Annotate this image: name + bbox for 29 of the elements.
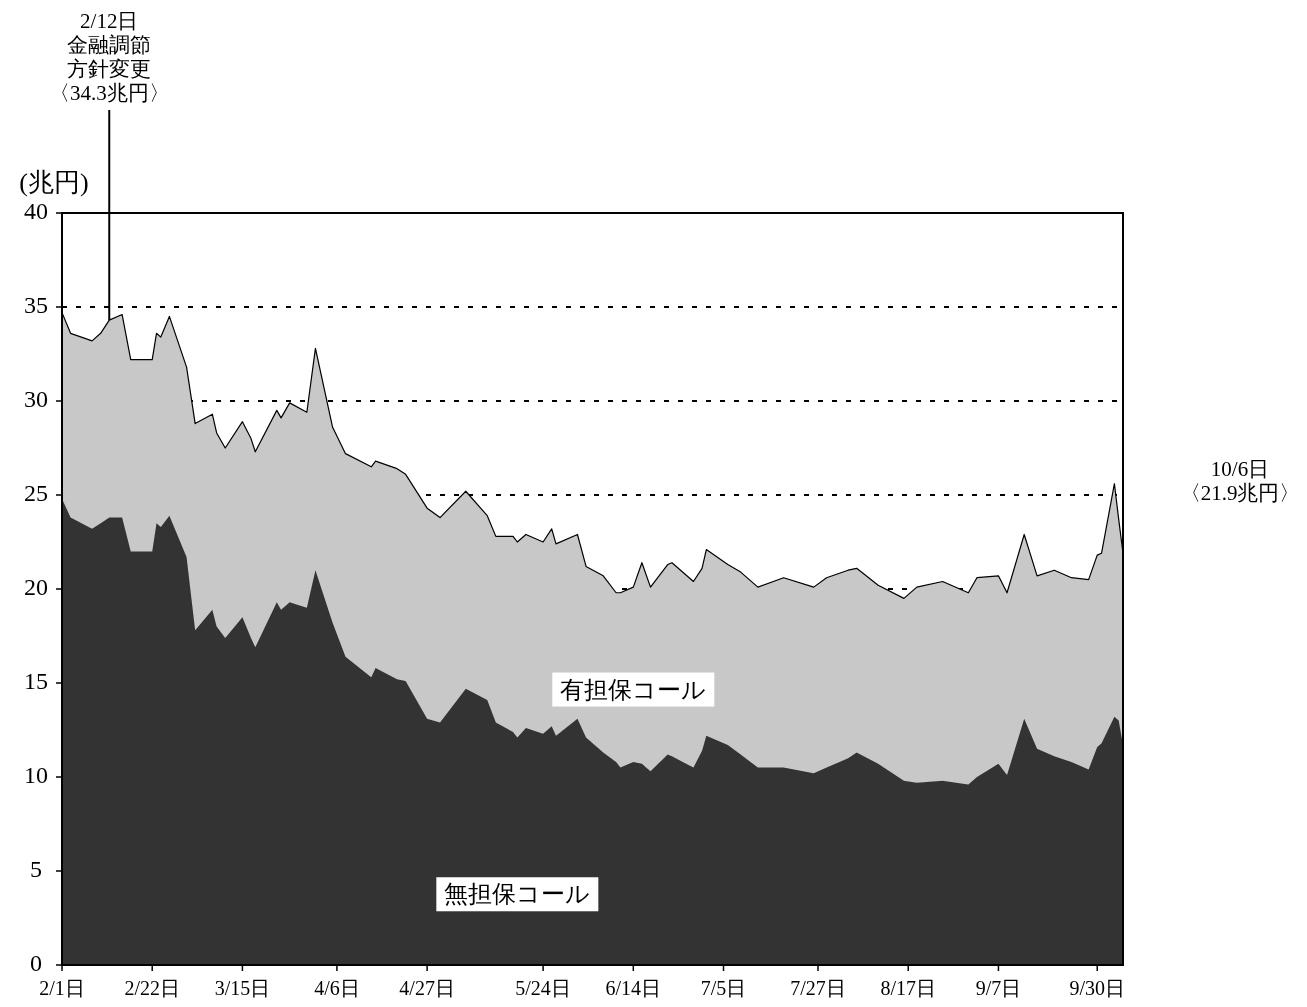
y-tick-label: 20 bbox=[24, 573, 48, 600]
text: 金融調節 bbox=[67, 33, 152, 57]
y-tick-label: 15 bbox=[24, 667, 48, 694]
x-tick-label: 4/6日 bbox=[314, 977, 360, 999]
y-axis-title: (兆円) bbox=[19, 168, 89, 197]
x-tick-label: 8/17日 bbox=[880, 977, 936, 999]
text: 2/12日 bbox=[80, 9, 139, 33]
y-tick-label: 5 bbox=[30, 855, 42, 882]
y-tick-label: 35 bbox=[24, 291, 48, 318]
x-tick-label: 9/30日 bbox=[1069, 977, 1126, 999]
y-tick-label: 25 bbox=[24, 479, 48, 506]
x-tick-label: 4/27日 bbox=[399, 977, 455, 999]
x-tick-label: 3/15日 bbox=[214, 977, 271, 999]
y-tick-label: 30 bbox=[24, 385, 48, 412]
x-tick-label: 2/1日 bbox=[39, 977, 85, 999]
annotation: 10/6日 〈21.9兆円〉 bbox=[1179, 457, 1301, 506]
x-tick-label: 7/27日 bbox=[790, 977, 846, 999]
series-label: 無担保コール bbox=[444, 881, 591, 908]
text: 方針変更 bbox=[67, 57, 152, 81]
x-tick-label: 6/14日 bbox=[605, 977, 662, 999]
x-tick-label: 5/24日 bbox=[515, 977, 571, 999]
y-tick-label: 40 bbox=[24, 197, 48, 224]
x-tick-label: 7/5日 bbox=[700, 977, 747, 999]
x-tick-label: 9/7日 bbox=[975, 977, 1022, 999]
y-tick-label: 0 bbox=[30, 949, 42, 976]
annotation: 〈34.3兆円〉 bbox=[48, 81, 170, 105]
x-tick-label: 2/22日 bbox=[124, 977, 180, 999]
y-tick-label: 10 bbox=[24, 761, 48, 788]
series-label: 有担保コール bbox=[560, 676, 707, 703]
